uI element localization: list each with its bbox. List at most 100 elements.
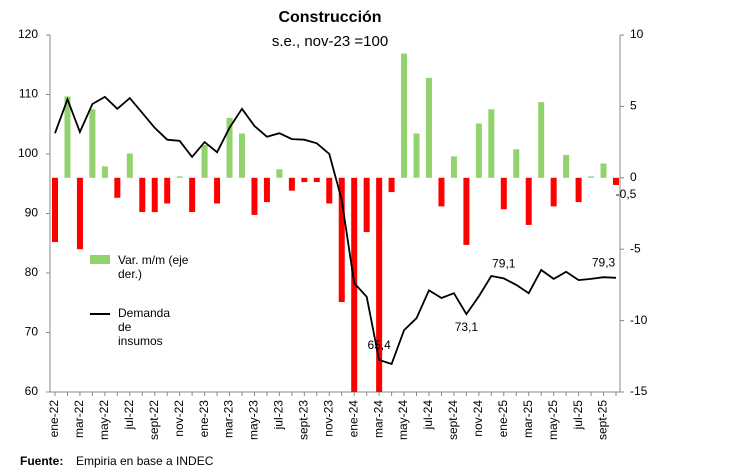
y-tick-label: 100 [18,146,38,160]
bar [226,117,233,178]
legend-line: Demanda de insumos [90,306,178,348]
bar [413,133,420,178]
bar [151,177,158,213]
bar [276,169,283,178]
bar [388,177,395,193]
legend-label: Var. m/m (eje der.) [118,253,189,281]
bar [575,177,582,203]
bar [513,149,520,178]
y-tick-label: 60 [25,384,39,398]
bar [438,177,445,207]
bar [463,177,470,245]
data-label: 73,1 [455,320,479,334]
x-tick-label: ene-23 [197,400,211,438]
x-tick-label: nov-23 [321,400,335,437]
x-tick-label: mar-22 [72,400,86,438]
x-tick-label: may-24 [396,400,410,440]
bar [600,163,607,178]
x-tick-label: jul-22 [122,400,136,431]
bar [313,177,320,183]
x-tick-label: jul-23 [272,400,286,431]
x-tick-label: mar-23 [222,400,236,438]
y2-tick-label: 0 [630,170,637,184]
bar [101,166,108,178]
bar [488,109,495,178]
x-tick-label: sept-25 [596,400,610,440]
bar [326,177,333,204]
x-tick-label: sept-24 [446,400,460,440]
bar [176,176,183,178]
bar [500,177,507,210]
bar [338,177,345,303]
legend-bar: Var. m/m (eje der.) [90,253,193,281]
x-tick-label: may-25 [546,400,560,440]
bar [201,144,208,178]
bar [450,156,457,178]
x-tick-label: ene-25 [496,400,510,438]
y-tick-label: 110 [19,87,38,101]
x-tick-label: jul-25 [571,400,585,431]
data-label: 65,4 [367,338,391,352]
bar [214,177,221,204]
bar [301,177,308,183]
legend-swatch [90,255,110,264]
line [54,95,617,366]
bar [164,177,171,204]
legend-label: Demanda de insumos [118,306,171,348]
bar [139,177,146,213]
bar [239,133,245,178]
bar [538,102,545,178]
x-tick-label: mar-25 [521,400,535,438]
x-tick-label: sept-22 [147,400,161,440]
x-tick-label: may-23 [247,400,261,440]
x-tick-label: ene-24 [346,400,360,438]
y-tick-label: 120 [18,27,38,41]
y2-tick-label: 5 [630,99,637,113]
x-tick-label: nov-22 [172,400,186,437]
chart-title: Construcción [278,9,381,26]
bar [363,177,370,233]
source: Empiria en base a INDEC [76,454,214,468]
x-tick-label: may-22 [97,400,111,440]
bar [351,177,358,392]
y-tick-label: 70 [25,325,39,339]
x-tick-label: ene-22 [47,400,61,438]
y-tick-label: 90 [25,206,39,220]
bar [76,177,83,250]
chart-subtitle: s.e., nov-23 =100 [272,33,388,50]
data-label: -0,5 [616,187,637,201]
bar [613,177,619,185]
y2-tick-label: -10 [630,313,648,327]
legend-swatch [90,313,110,315]
bar [376,177,383,392]
x-tick-label: jul-24 [421,400,435,431]
x-tick-label: sept-23 [297,400,311,440]
x-tick-label: mar-24 [371,400,385,438]
bar [263,177,270,203]
bar [525,177,532,225]
bar [475,123,482,178]
bar [126,153,133,178]
source-label: Fuente: [20,454,63,468]
bar [401,53,408,178]
bar [426,77,432,178]
x-tick-label: nov-24 [471,400,485,437]
bar [64,96,71,178]
bar [114,177,121,198]
bar [189,177,196,213]
y-tick-label: 80 [25,265,39,279]
data-label: 79,3 [592,255,616,269]
bar [89,109,96,178]
bar [588,176,595,178]
y2-tick-label: 10 [630,27,644,41]
bar [288,177,295,191]
bar [550,177,557,207]
data-label: 79,1 [492,257,516,271]
y2-tick-label: -5 [630,241,641,255]
y2-tick-label: -15 [630,384,648,398]
bar [52,177,58,243]
bar [563,154,570,178]
bar [251,177,258,215]
